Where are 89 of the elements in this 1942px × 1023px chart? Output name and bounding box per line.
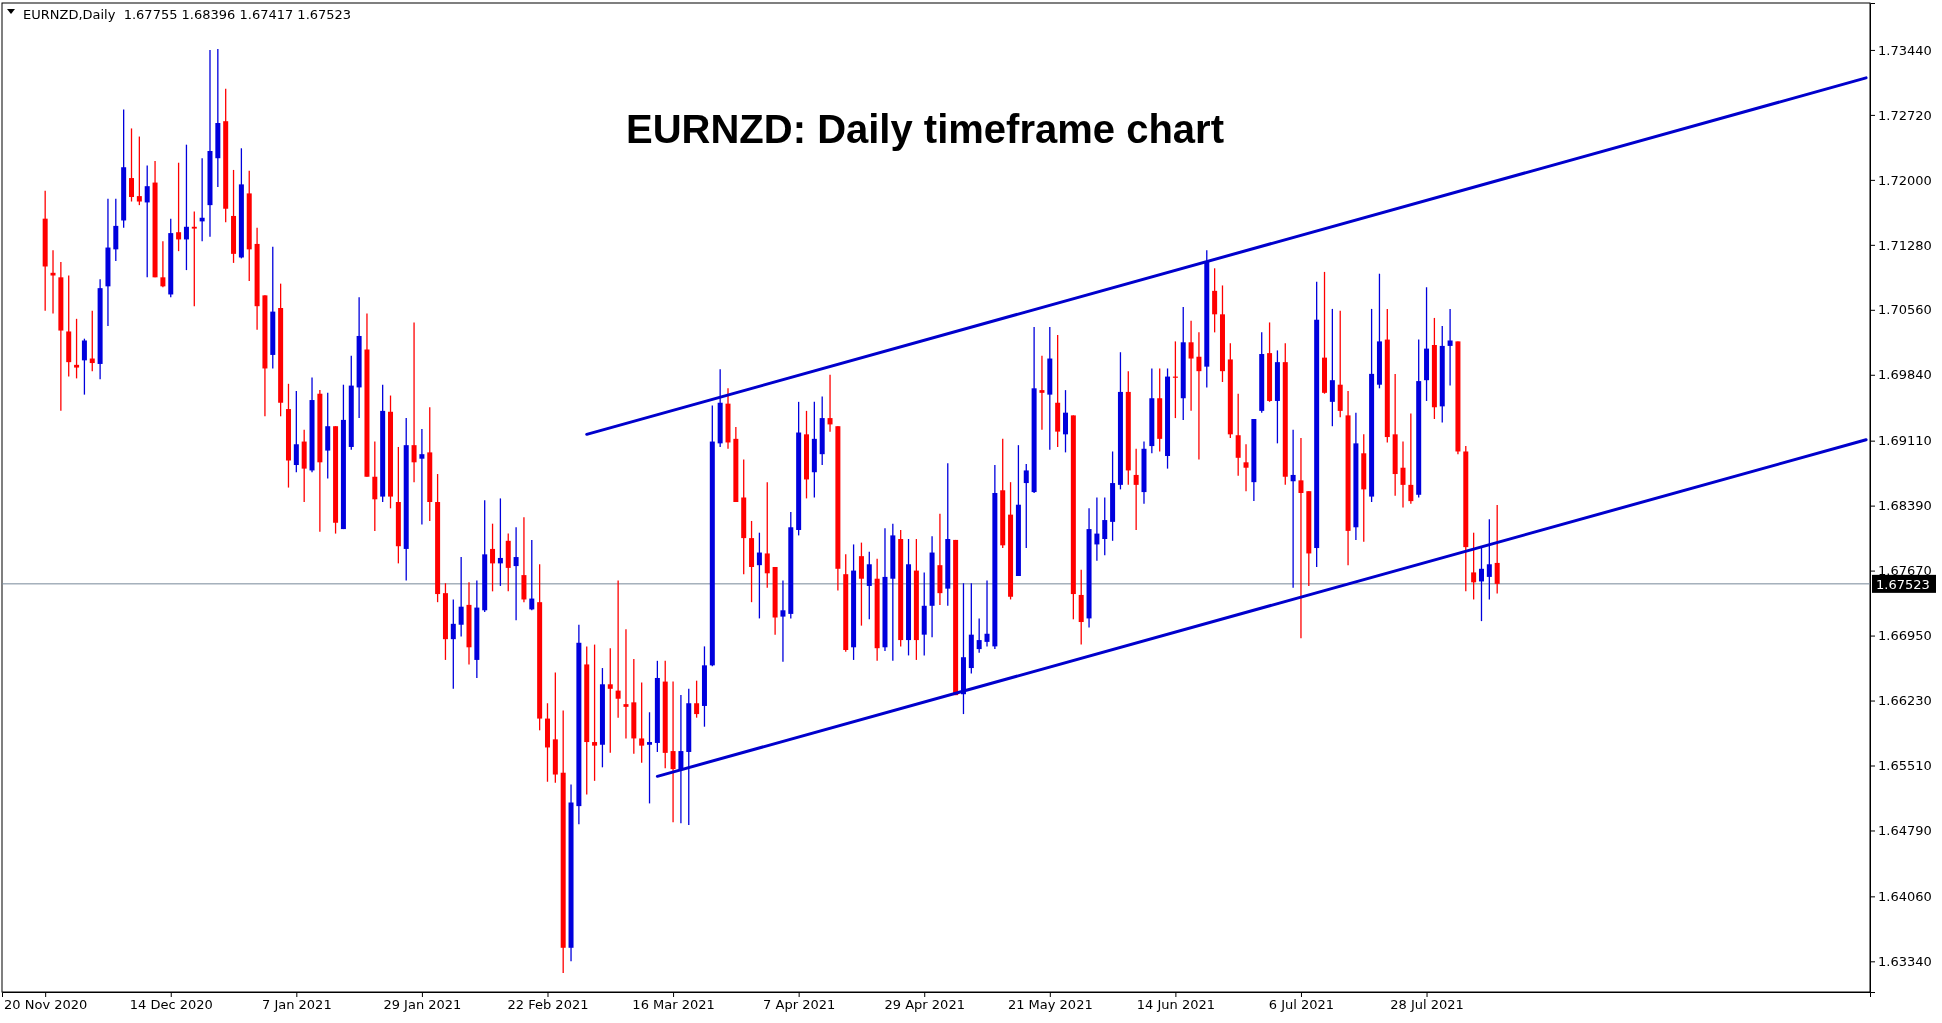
candlestick: [74, 318, 80, 380]
candlestick: [113, 198, 119, 262]
candlestick: [827, 374, 833, 433]
candlestick: [780, 579, 786, 663]
x-tick-label: 7 Jan 2021: [261, 997, 332, 1013]
y-tick-label: 1.72000: [1878, 172, 1932, 188]
candlestick: [1298, 437, 1304, 639]
candlestick: [976, 617, 982, 654]
x-tick-label: 14 Dec 2020: [129, 997, 213, 1013]
y-tick-label: 1.70560: [1878, 302, 1932, 318]
candlestick: [1494, 504, 1500, 595]
candlestick: [1039, 355, 1045, 431]
candlestick: [1408, 412, 1414, 505]
x-tick-label: 22 Feb 2021: [507, 997, 589, 1013]
candlestick: [419, 428, 425, 526]
y-tick-label: 1.64060: [1878, 889, 1932, 905]
y-tick-label: 1.67670: [1878, 563, 1932, 579]
candlestick: [191, 210, 197, 307]
annotation: EURNZD,Daily 1.67755 1.68396 1.67417 1.67523: [23, 7, 352, 22]
candlestick: [372, 440, 378, 532]
candlestick: [607, 647, 613, 754]
x-tick-label: 7 Apr 2021: [763, 997, 836, 1013]
y-tick-label: 1.66230: [1878, 693, 1932, 709]
candlestick: [144, 164, 150, 278]
candlestick: [670, 680, 676, 823]
candlestick: [592, 643, 598, 782]
candlestick: [694, 680, 700, 719]
candlestick: [1188, 319, 1194, 412]
x-tick-label: 14 Jun 2021: [1136, 997, 1215, 1013]
candlestick: [1133, 448, 1139, 531]
candlestick: [136, 135, 142, 206]
candlestick: [490, 523, 496, 592]
candlestick: [1212, 267, 1218, 334]
y-tick-label: 1.73440: [1878, 42, 1932, 58]
y-tick-label: 1.68390: [1878, 498, 1932, 514]
candlestick: [1023, 463, 1029, 549]
x-tick-label: 16 Mar 2021: [632, 997, 715, 1013]
candlestick: [866, 550, 872, 620]
candlestick: [497, 497, 503, 587]
candlestick: [1400, 440, 1406, 509]
candlestick: [984, 579, 990, 648]
candlestick: [1094, 496, 1100, 562]
candlestick: [623, 628, 629, 740]
candlestick: [1235, 393, 1241, 477]
y-tick-label: 1.63340: [1878, 953, 1932, 969]
candlestick: [756, 532, 762, 620]
candlestick: [1290, 429, 1296, 589]
candlestick: [764, 481, 770, 589]
candlestick: [50, 249, 56, 315]
candlestick: [1471, 532, 1477, 601]
candlestick: [513, 526, 519, 621]
y-tick-label: 1.65510: [1878, 758, 1932, 774]
x-tick-label: 28 Jul 2021: [1390, 997, 1464, 1013]
candlestick: [411, 321, 417, 483]
y-tick-label: 1.72720: [1878, 107, 1932, 123]
candlestick: [1063, 389, 1068, 454]
candlestick: [1478, 545, 1484, 622]
candlestick: [293, 390, 299, 473]
candlestick: [81, 338, 87, 396]
y-tick-label: 1.66950: [1878, 628, 1932, 644]
candlestick: [1243, 443, 1249, 492]
y-tick-label: 1.71280: [1878, 237, 1932, 253]
candlestick: [615, 579, 621, 719]
x-tick-label: 29 Apr 2021: [884, 997, 965, 1013]
y-tick-label: 1.69110: [1878, 433, 1932, 449]
candlestick: [858, 541, 864, 627]
candlestick: [1196, 331, 1202, 461]
candlestick: [1447, 308, 1453, 387]
candlestick: [1102, 496, 1108, 556]
y-tick-label: 1.64790: [1878, 823, 1932, 839]
candlestick: [160, 240, 166, 288]
candlestick: [129, 127, 134, 203]
ref-line-label: 1.67523: [1876, 576, 1930, 592]
candlestick: [183, 144, 189, 271]
candlestick: [529, 539, 535, 611]
y-tick-label: 1.69840: [1878, 367, 1932, 383]
candlestick: [639, 681, 645, 764]
x-tick-label: 29 Jan 2021: [383, 997, 462, 1013]
candlestick: [458, 556, 464, 638]
x-tick-label: 6 Jul 2021: [1268, 997, 1335, 1013]
x-tick-label: 21 May 2021: [1007, 997, 1093, 1013]
candlestick: [678, 694, 684, 824]
text: EURNZD: Daily timeframe chart: [626, 107, 1224, 151]
candlestick: [1329, 308, 1335, 427]
candlestick: [1486, 518, 1492, 601]
x-tick-label: 20 Nov 2020: [4, 997, 88, 1013]
candlestick: [647, 711, 653, 805]
candlestick: [176, 162, 182, 252]
candlestick: [450, 598, 456, 690]
